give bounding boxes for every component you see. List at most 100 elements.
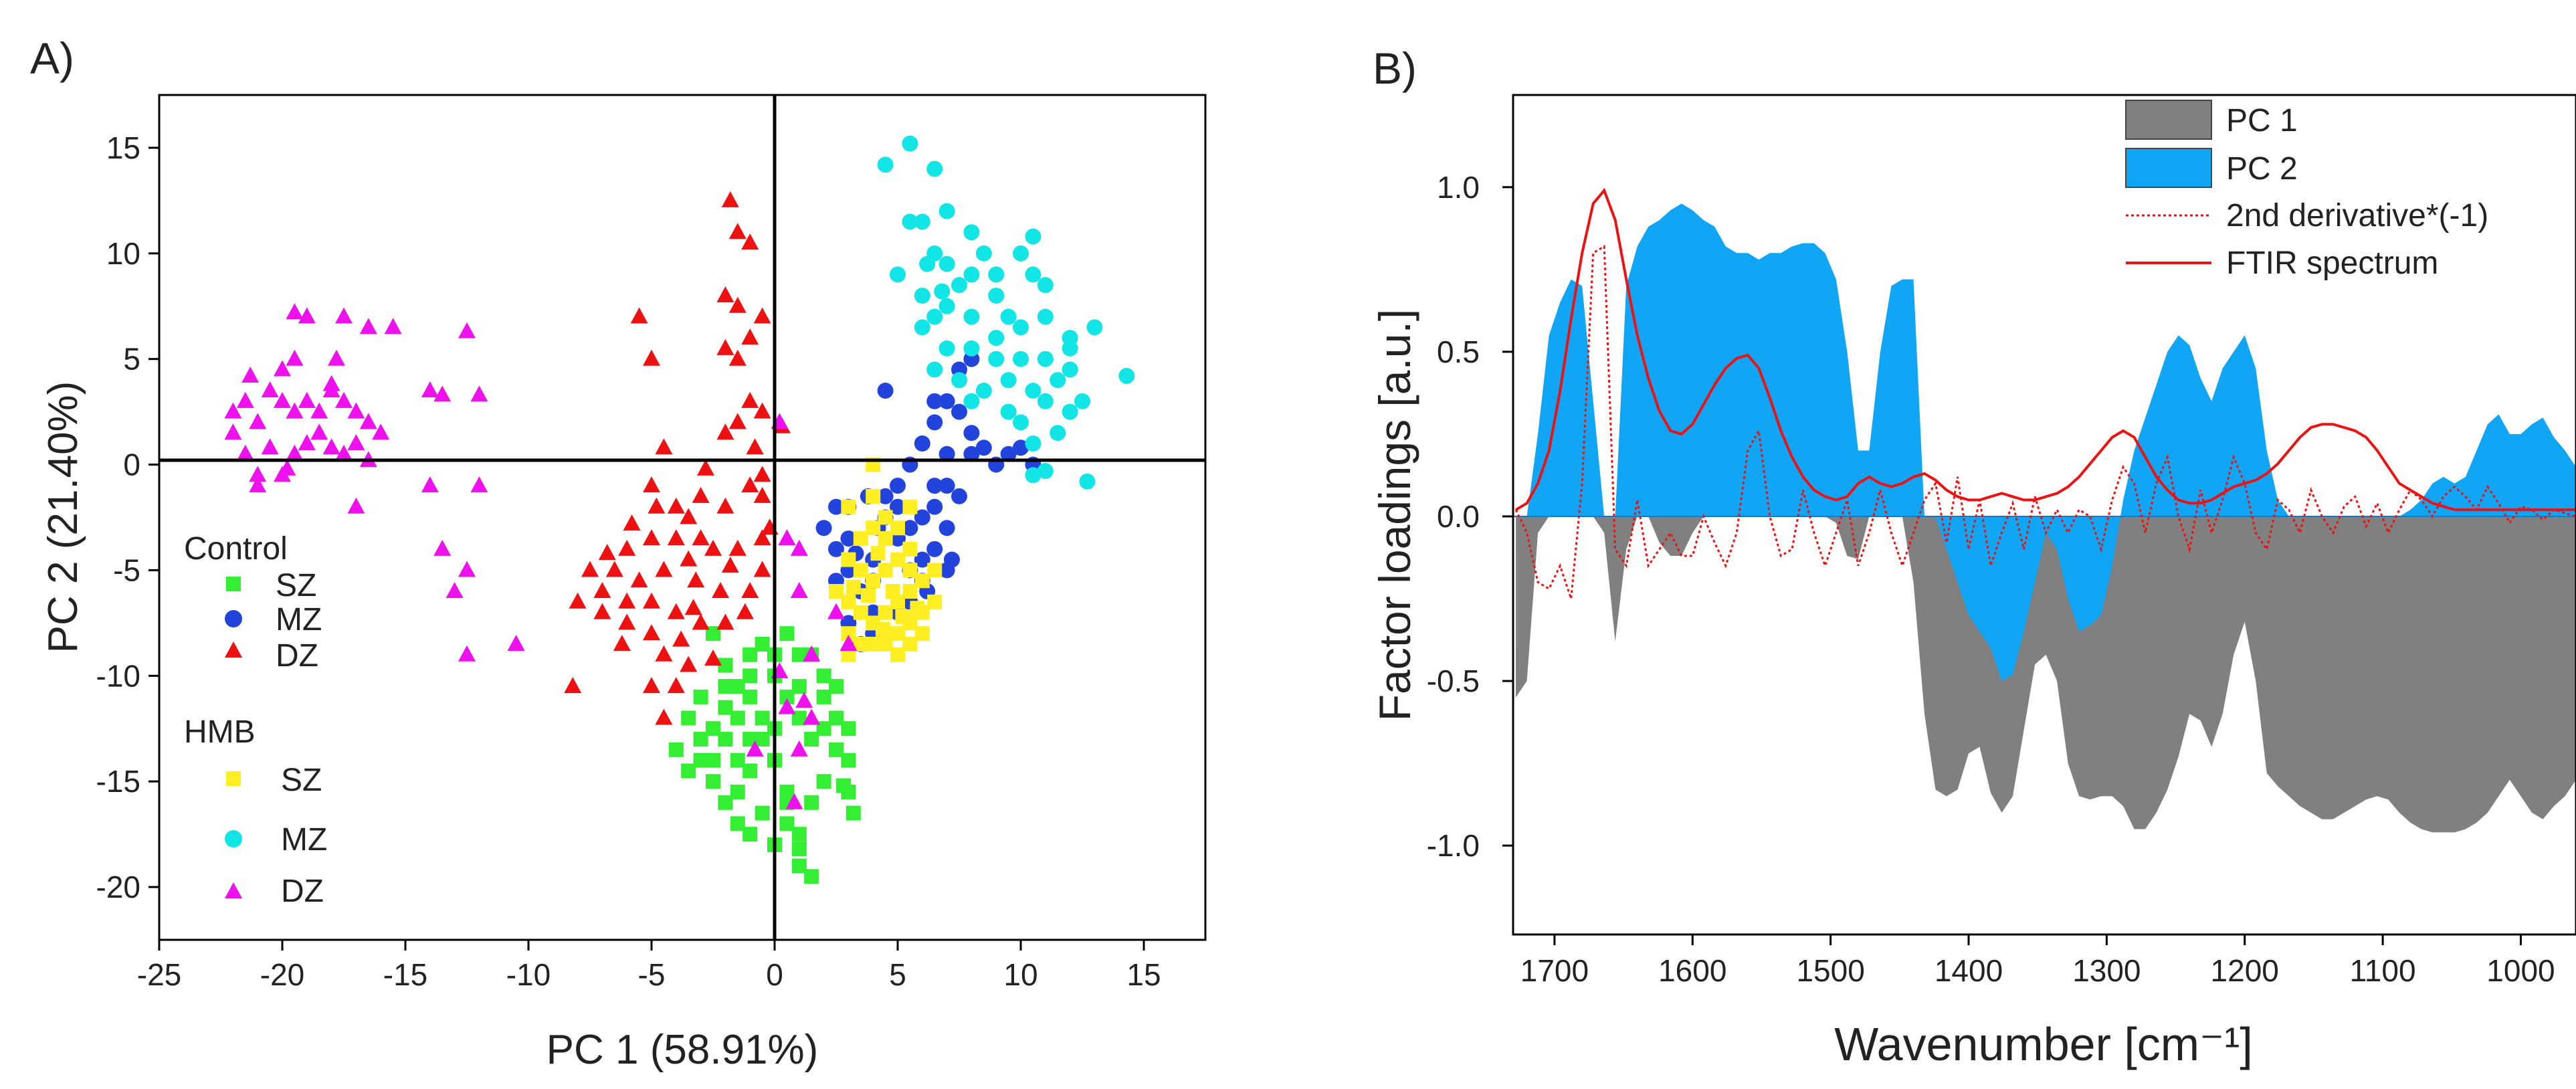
point-control-dz [630,571,648,588]
point-hmb-sz [860,588,876,603]
point-control-mz [938,478,955,494]
point-control-dz [648,497,666,514]
point-control-mz [926,540,943,557]
point-hmb-mz [988,330,1005,346]
legend-label: PC 1 [2226,103,2298,138]
point-hmb-dz [286,444,304,461]
point-control-dz [753,307,771,324]
point-control-dz [692,486,710,503]
point-hmb-dz [249,476,267,493]
point-control-dz [753,466,771,482]
point-control-sz [706,626,720,641]
point-hmb-dz [261,381,279,398]
point-hmb-sz [890,552,905,567]
point-control-dz [667,603,685,619]
point-control-sz [755,710,770,726]
point-control-sz [829,742,844,757]
point-hmb-dz [241,366,260,383]
point-control-dz [728,223,747,239]
point-control-sz [668,742,684,757]
point-control-dz [684,599,702,615]
y-tick-label: 0.5 [1437,334,1480,369]
point-hmb-dz [274,360,291,377]
point-hmb-sz [841,626,856,641]
point-control-mz [926,414,943,431]
point-hmb-sz [927,594,943,609]
point-control-dz [753,402,771,419]
point-hmb-sz [878,563,893,578]
point-hmb-dz [249,466,267,482]
point-control-sz [816,774,831,789]
point-hmb-sz [890,626,905,641]
point-control-dz [716,338,734,355]
point-control-dz [667,677,685,694]
point-hmb-mz [877,157,894,173]
point-hmb-sz [902,584,918,599]
legend-marker [226,771,241,786]
x-tick-label: 15 [1126,957,1161,992]
point-hmb-sz [853,563,868,578]
point-hmb-mz [926,308,943,325]
point-hmb-sz [853,605,868,620]
point-control-sz [816,668,831,684]
point-hmb-mz [1074,393,1090,409]
point-control-dz [753,561,771,577]
point-control-sz [693,753,708,768]
point-hmb-dz [347,497,365,514]
point-hmb-mz [1000,308,1017,325]
point-hmb-mz [951,372,967,389]
point-hmb-dz [347,433,365,450]
point-hmb-mz [926,361,943,378]
point-control-dz [623,514,641,530]
point-control-mz [926,393,943,409]
point-hmb-sz [902,636,918,652]
legend-label: MZ [276,602,322,637]
point-control-sz [755,636,770,652]
point-hmb-dz [421,476,439,493]
point-control-sz [681,710,696,726]
point-control-sz [804,795,819,810]
point-hmb-mz [938,256,955,272]
x-tick-label: 0 [766,957,783,992]
pca-scores-chart: -25 -20 -15 -10 -5 0 5 10 15 -20 -15 -10 -5 0 5 10 15 PC… [40,94,1207,1073]
point-control-sz [742,827,758,842]
point-control-dz [655,708,673,725]
point-control-mz [951,488,967,504]
point-control-sz [791,647,807,662]
point-hmb-sz [846,579,861,595]
point-hmb-sz [878,605,893,620]
y-tick-label: 1.0 [1437,170,1480,205]
point-hmb-sz [878,531,893,547]
legend-label: SZ [276,568,316,603]
point-control-dz [618,613,636,630]
point-hmb-dz [298,391,316,408]
point-hmb-dz [298,433,316,450]
point-control-dz [564,677,582,694]
point-control-sz [846,805,861,821]
point-hmb-mz [926,161,943,177]
point-control-sz [841,753,856,768]
point-control-sz [791,842,807,857]
legend-marker [225,641,242,658]
point-hmb-mz [975,245,992,262]
point-hmb-sz [841,499,856,514]
point-hmb-dz [785,793,803,809]
point-control-dz [598,544,616,561]
point-control-dz [655,561,673,577]
point-hmb-mz [1013,319,1029,336]
point-control-dz [704,539,722,556]
axis-ticks: 1700 1600 1500 1400 1300 1200 1100 1000 -1.0 -0.5… [1427,170,2555,988]
point-control-dz [716,497,734,514]
point-control-dz [721,557,739,573]
point-hmb-mz [1037,463,1054,480]
point-hmb-mz [919,256,936,272]
point-control-dz [613,634,631,651]
point-hmb-dz [445,582,464,599]
point-hmb-mz [890,266,906,283]
x-tick-label: 10 [1003,957,1037,992]
point-hmb-dz [746,740,764,757]
point-control-sz [791,710,807,726]
point-hmb-sz [870,546,886,561]
legend-label: PC 2 [2226,151,2298,187]
point-hmb-mz [902,213,918,230]
